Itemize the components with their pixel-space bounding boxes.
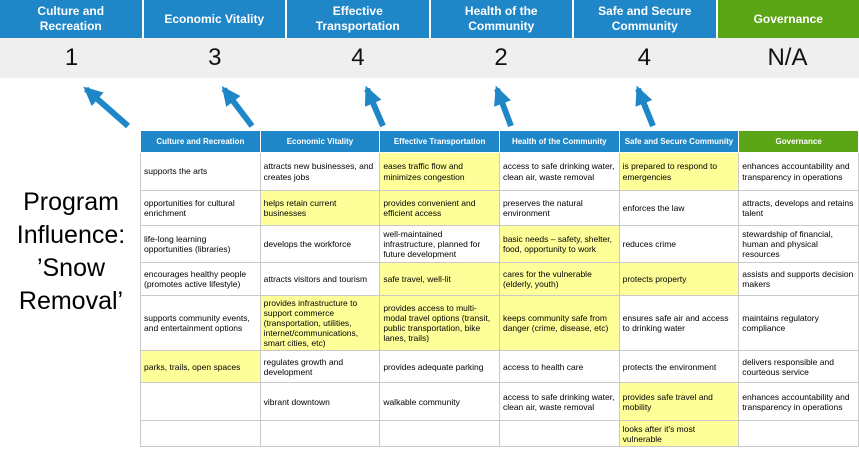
cell-r6-c3: provides adequate parking — [379, 350, 500, 384]
cell-r1-c3: eases traffic flow and minimizes congest… — [379, 152, 500, 191]
score-value-5: N/A — [767, 44, 808, 71]
cell-r3-c4: basic needs – safety, shelter, food, opp… — [498, 225, 620, 263]
table-row: supports community events, and entertain… — [140, 294, 859, 352]
influence-arrow-4 — [635, 85, 656, 128]
influence-arrow-3 — [494, 85, 514, 128]
category-header-0: Culture and Recreation — [0, 0, 144, 38]
cell-r3-c5: reduces crime — [618, 225, 740, 263]
cell-r4-c2: attracts visitors and tourism — [259, 262, 381, 296]
cell-r3-c3: well-maintained infrastructure, planned … — [379, 225, 500, 263]
score-value-2: 4 — [351, 44, 365, 71]
cell-r2-c1: opportunities for cultural enrichment — [140, 190, 261, 226]
table-column-header-0: Culture and Recreation — [140, 130, 261, 153]
table-column-header-1: Economic Vitality — [259, 130, 381, 153]
category-header-3: Health of the Community — [430, 0, 574, 38]
cell-r8-c6 — [738, 420, 859, 448]
cell-r2-c2: helps retain current businesses — [259, 190, 381, 226]
table-row: looks after it's most vulnerable — [140, 420, 859, 448]
table-column-header-5: Governance — [738, 130, 859, 153]
cell-r2-c3: provides convenient and efficient access — [379, 190, 500, 226]
cell-r4-c3: safe travel, well-lit — [379, 262, 500, 296]
table-header-row: Culture and Recreation Economic Vitality E… — [140, 130, 859, 153]
influence-arrow-1 — [221, 86, 255, 128]
cell-r1-c2: attracts new businesses, and creates job… — [259, 152, 381, 191]
cell-r7-c3: walkable community — [379, 382, 500, 422]
cell-r5-c5: ensures safe air and access to drinking … — [618, 294, 740, 352]
cell-r6-c2: regulates growth and development — [259, 350, 381, 384]
influence-arrows — [83, 85, 656, 129]
score-row: 1 3 4 2 4 N/A — [0, 38, 859, 78]
cell-r7-c1 — [140, 382, 261, 422]
cell-r4-c4: cares for the vulnerable (elderly, youth… — [498, 262, 620, 296]
cell-r6-c6: delivers responsible and courteous servi… — [738, 350, 859, 384]
cell-r6-c5: protects the environment — [618, 350, 740, 384]
influence-table: Culture and Recreation Economic Vitality E… — [140, 130, 859, 448]
cell-r2-c4: preserves the natural environment — [498, 190, 620, 226]
table-row: supports the arts attracts new businesses… — [140, 152, 859, 191]
cell-r3-c1: life-long learning opportunities (librar… — [140, 225, 261, 263]
cell-r5-c1: supports community events, and entertain… — [140, 294, 261, 352]
category-header-4: Safe and Secure Community — [574, 0, 718, 38]
influence-arrow-0 — [83, 86, 130, 129]
cell-r1-c5: is prepared to respond to emergencies — [618, 152, 740, 191]
cell-r6-c1: parks, trails, open spaces — [140, 350, 261, 384]
cell-r8-c3 — [379, 420, 500, 448]
table-row: encourages healthy people (promotes acti… — [140, 262, 859, 296]
table-row: life-long learning opportunities (librar… — [140, 225, 859, 263]
cell-r5-c2: provides infrastructure to support comme… — [259, 294, 381, 352]
cell-r1-c1: supports the arts — [140, 152, 261, 191]
table-body: supports the arts attracts new businesses… — [140, 152, 859, 448]
cell-r5-c4: keeps community safe from danger (crime,… — [498, 294, 620, 352]
cell-r1-c4: access to safe drinking water, clean air… — [498, 152, 620, 191]
score-value-3: 2 — [494, 44, 508, 71]
cell-r4-c1: encourages healthy people (promotes acti… — [140, 262, 261, 296]
cell-r8-c1 — [140, 420, 261, 448]
cell-r4-c6: assists and supports decision makers — [738, 262, 859, 296]
cell-r3-c6: stewardship of financial, human and phys… — [738, 225, 859, 263]
category-header-1: Economic Vitality — [143, 0, 287, 38]
table-row: opportunities for cultural enrichment hel… — [140, 190, 859, 226]
cell-r8-c4 — [498, 420, 620, 448]
cell-r7-c5: provides safe travel and mobility — [618, 382, 740, 422]
table-column-header-3: Health of the Community — [498, 130, 620, 153]
cell-r1-c6: enhances accountability and transparency… — [738, 152, 859, 191]
cell-r2-c6: attracts, develops and retains talent — [738, 190, 859, 226]
cell-r4-c5: protects property — [618, 262, 740, 296]
cell-r7-c6: enhances accountability and transparency… — [738, 382, 859, 422]
page-title: Program Influence: ’Snow Removal’ — [16, 188, 126, 315]
table-column-header-2: Effective Transportation — [379, 130, 500, 153]
cell-r7-c2: vibrant downtown — [259, 382, 381, 422]
cell-r8-c2 — [259, 420, 381, 448]
cell-r2-c5: enforces the law — [618, 190, 740, 226]
score-value-4: 4 — [637, 44, 651, 71]
table-wrap: Culture and Recreation Economic Vitality E… — [140, 130, 859, 448]
score-value-0: 1 — [64, 44, 79, 71]
cell-r3-c2: develops the workforce — [259, 225, 381, 263]
cell-r8-c5: looks after it's most vulnerable — [618, 420, 740, 448]
category-header-5: Governance — [717, 0, 859, 38]
table-row: parks, trails, open spaces regulates grow… — [140, 350, 859, 384]
influence-arrow-2 — [364, 85, 386, 128]
cell-r7-c4: access to safe drinking water, clean air… — [498, 382, 620, 422]
score-value-1: 3 — [208, 44, 222, 71]
table-row: vibrant downtown walkable community access… — [140, 382, 859, 422]
category-header-2: Effective Transportation — [287, 0, 431, 38]
cell-r5-c3: provides access to multi-modal travel op… — [379, 294, 500, 352]
table-column-header-4: Safe and Secure Community — [618, 130, 740, 153]
cell-r5-c6: maintains regulatory compliance — [738, 294, 859, 352]
category-header-row: Culture and Recreation Economic Vitality E… — [0, 0, 859, 38]
cell-r6-c4: access to health care — [498, 350, 620, 384]
